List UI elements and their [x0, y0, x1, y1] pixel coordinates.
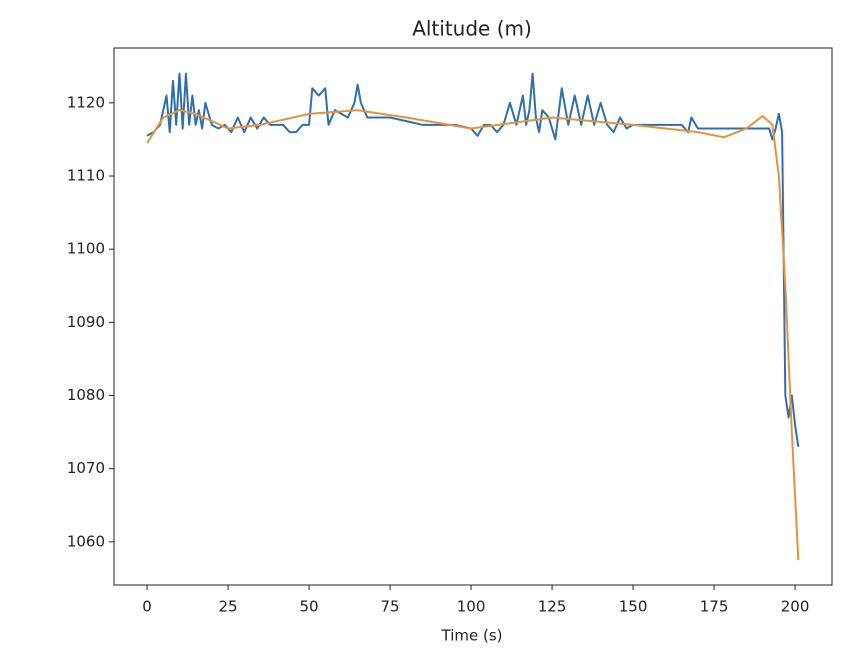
y-tick-label: 1100: [67, 240, 105, 258]
line: [146, 109, 800, 561]
y-tick-label: 1060: [67, 532, 105, 550]
x-tick-label: 50: [300, 598, 319, 616]
x-tick-label: 100: [457, 598, 486, 616]
y-tick-label: 1090: [67, 313, 105, 331]
x-tick-label: 175: [700, 598, 729, 616]
y-tick-label: 1120: [67, 93, 105, 111]
y-tick-label: 1070: [67, 459, 105, 477]
chart-title: Altitude (m): [412, 17, 532, 41]
x-tick-label: 125: [538, 598, 567, 616]
x-tick-label: 75: [381, 598, 400, 616]
y-tick-label: 1080: [67, 386, 105, 404]
x-tick-label: 200: [781, 598, 810, 616]
x-tick-label: 0: [142, 598, 152, 616]
x-axis-label: Time (s): [441, 627, 503, 645]
x-tick-label: 25: [219, 598, 238, 616]
x-tick-label: 150: [619, 598, 648, 616]
plot-frame: [113, 47, 833, 586]
y-tick-label: 1110: [67, 167, 105, 185]
